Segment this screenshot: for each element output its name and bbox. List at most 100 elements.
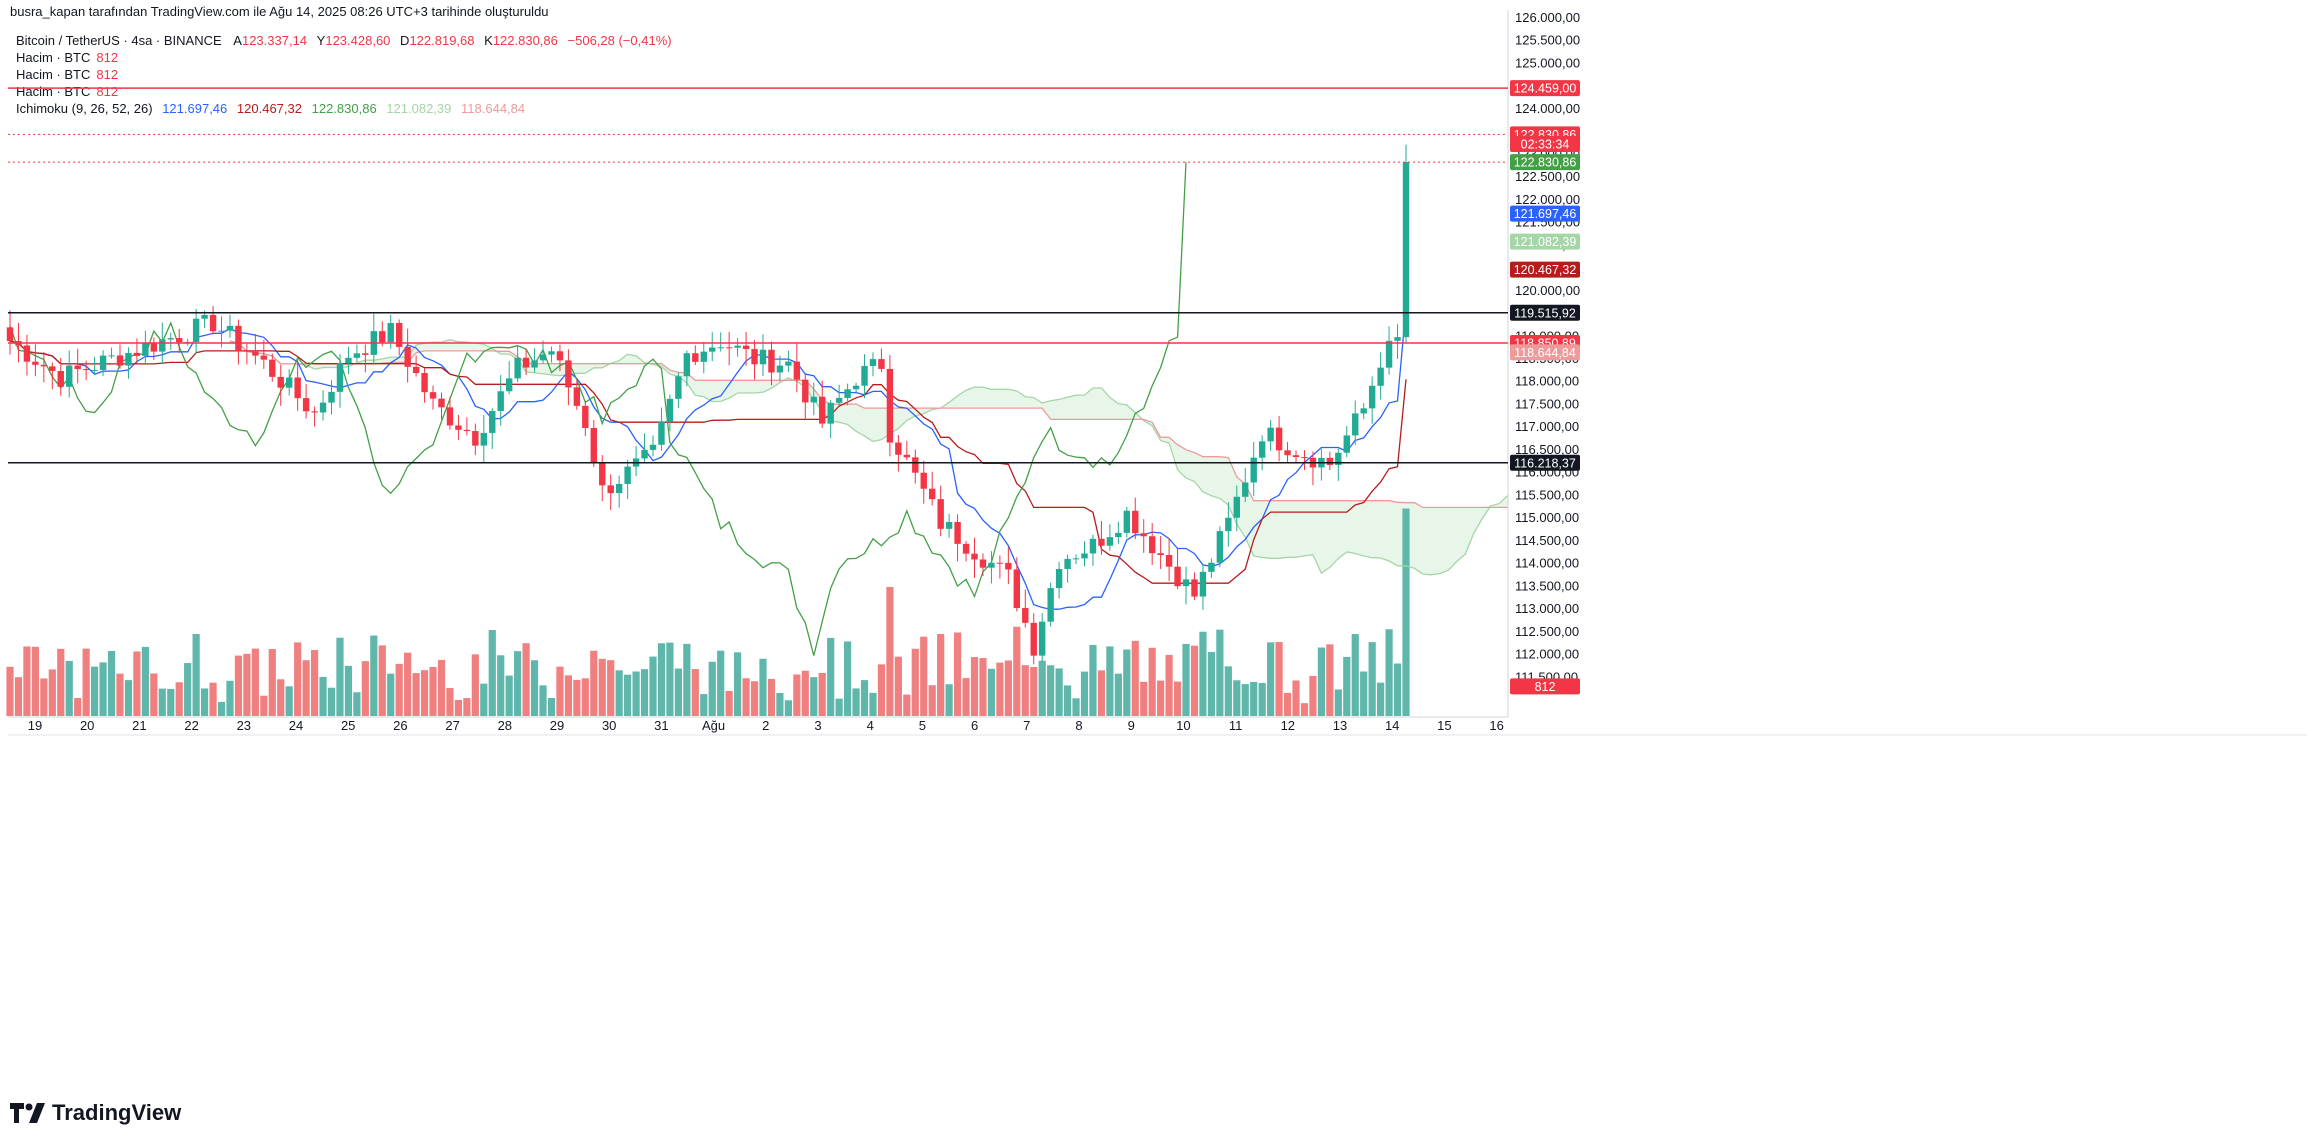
- candles[interactable]: [6, 144, 1410, 665]
- candle-body[interactable]: [218, 330, 225, 332]
- candle-body[interactable]: [404, 346, 411, 367]
- candle-body[interactable]: [886, 368, 894, 443]
- candle-body[interactable]: [1098, 538, 1105, 546]
- candle-body[interactable]: [1225, 517, 1232, 532]
- candle-body[interactable]: [125, 352, 132, 366]
- candle-body[interactable]: [1064, 558, 1071, 569]
- candle-body[interactable]: [1335, 452, 1342, 465]
- candle-body[interactable]: [937, 499, 944, 529]
- horizontal-levels[interactable]: [8, 87, 1508, 464]
- candle-body[interactable]: [176, 338, 183, 343]
- candle-body[interactable]: [1081, 553, 1088, 559]
- candle-body[interactable]: [878, 359, 885, 369]
- candle-body[interactable]: [607, 485, 614, 494]
- candle-body[interactable]: [802, 379, 809, 403]
- candle-body[interactable]: [1148, 536, 1156, 554]
- candle-body[interactable]: [446, 407, 454, 426]
- candle-body[interactable]: [1377, 367, 1384, 386]
- candle-body[interactable]: [455, 425, 462, 430]
- candle-body[interactable]: [861, 365, 868, 386]
- candle-body[interactable]: [1292, 455, 1300, 458]
- candle-body[interactable]: [1191, 579, 1198, 597]
- candle-body[interactable]: [116, 355, 124, 366]
- candle-body[interactable]: [82, 369, 90, 371]
- candle-body[interactable]: [548, 351, 555, 355]
- candle-body[interactable]: [379, 331, 386, 343]
- candle-body[interactable]: [269, 359, 276, 377]
- candle-body[interactable]: [912, 457, 919, 473]
- candle-body[interactable]: [1038, 621, 1046, 656]
- candle-body[interactable]: [717, 347, 724, 349]
- candle-body[interactable]: [1089, 538, 1097, 554]
- candle-body[interactable]: [336, 363, 344, 392]
- candle-body[interactable]: [32, 361, 39, 365]
- candle-body[interactable]: [209, 314, 217, 332]
- candle-body[interactable]: [903, 454, 911, 458]
- candle-body[interactable]: [362, 353, 369, 355]
- candle-body[interactable]: [252, 351, 259, 356]
- candle-body[interactable]: [421, 373, 428, 393]
- candle-body[interactable]: [1394, 337, 1401, 341]
- tradingview-logo[interactable]: TradingView: [10, 1100, 181, 1126]
- candle-body[interactable]: [531, 360, 538, 368]
- candle-body[interactable]: [1022, 608, 1029, 623]
- candle-body[interactable]: [1072, 558, 1080, 560]
- candle-body[interactable]: [658, 421, 665, 445]
- candle-body[interactable]: [311, 411, 318, 413]
- candle-body[interactable]: [1402, 162, 1410, 338]
- candle-body[interactable]: [895, 442, 902, 455]
- candle-body[interactable]: [463, 429, 471, 432]
- candle-body[interactable]: [1055, 568, 1063, 589]
- candle-body[interactable]: [108, 355, 115, 357]
- candle-body[interactable]: [835, 397, 843, 403]
- candle-body[interactable]: [1123, 510, 1130, 533]
- candle-body[interactable]: [793, 361, 801, 380]
- candle-body[interactable]: [1360, 408, 1367, 414]
- candle-body[interactable]: [235, 325, 242, 351]
- time-axis[interactable]: 19 20 21 22 23 24 25 26 27 28 29 30 31 Ağu 2 3 4 5 6 7 8 9 10 1…: [28, 718, 1504, 733]
- candle-body[interactable]: [556, 351, 564, 361]
- candle-body[interactable]: [1047, 588, 1054, 622]
- candle-body[interactable]: [954, 521, 961, 544]
- candle-body[interactable]: [1242, 482, 1249, 497]
- candle-body[interactable]: [1267, 427, 1274, 442]
- candle-body[interactable]: [971, 553, 978, 560]
- candle-body[interactable]: [827, 402, 834, 424]
- candle-body[interactable]: [472, 431, 479, 446]
- candle-body[interactable]: [1258, 441, 1266, 458]
- candle-body[interactable]: [192, 318, 200, 342]
- candle-body[interactable]: [692, 353, 699, 362]
- candle-body[interactable]: [590, 428, 597, 463]
- candle-body[interactable]: [150, 342, 158, 352]
- candle-body[interactable]: [1284, 450, 1291, 456]
- candle-body[interactable]: [226, 325, 234, 331]
- candle-body[interactable]: [988, 562, 995, 568]
- candle-body[interactable]: [505, 378, 513, 392]
- candle-body[interactable]: [565, 360, 572, 388]
- candle-body[interactable]: [599, 462, 606, 486]
- candle-body[interactable]: [920, 472, 927, 489]
- candle-body[interactable]: [489, 411, 496, 433]
- candle-body[interactable]: [438, 398, 445, 408]
- candle-body[interactable]: [514, 357, 521, 379]
- candle-body[interactable]: [1368, 385, 1376, 409]
- candle-body[interactable]: [810, 396, 817, 403]
- candle-body[interactable]: [345, 357, 352, 364]
- candle-body[interactable]: [1216, 531, 1224, 563]
- candle-body[interactable]: [40, 364, 48, 367]
- candle-body[interactable]: [319, 402, 327, 413]
- candle-body[interactable]: [1174, 566, 1181, 587]
- candle-body[interactable]: [725, 347, 733, 349]
- candle-body[interactable]: [776, 365, 784, 373]
- candle-body[interactable]: [1157, 553, 1164, 556]
- candle-body[interactable]: [1352, 413, 1359, 436]
- candle-body[interactable]: [1165, 555, 1173, 567]
- candle-body[interactable]: [429, 392, 437, 399]
- volume-row[interactable]: Hacim · BTC 812: [16, 66, 672, 83]
- candle-body[interactable]: [353, 353, 361, 358]
- candle-body[interactable]: [1233, 496, 1240, 518]
- candle-body[interactable]: [286, 377, 293, 388]
- candle-body[interactable]: [1140, 533, 1147, 537]
- candle-body[interactable]: [734, 345, 741, 348]
